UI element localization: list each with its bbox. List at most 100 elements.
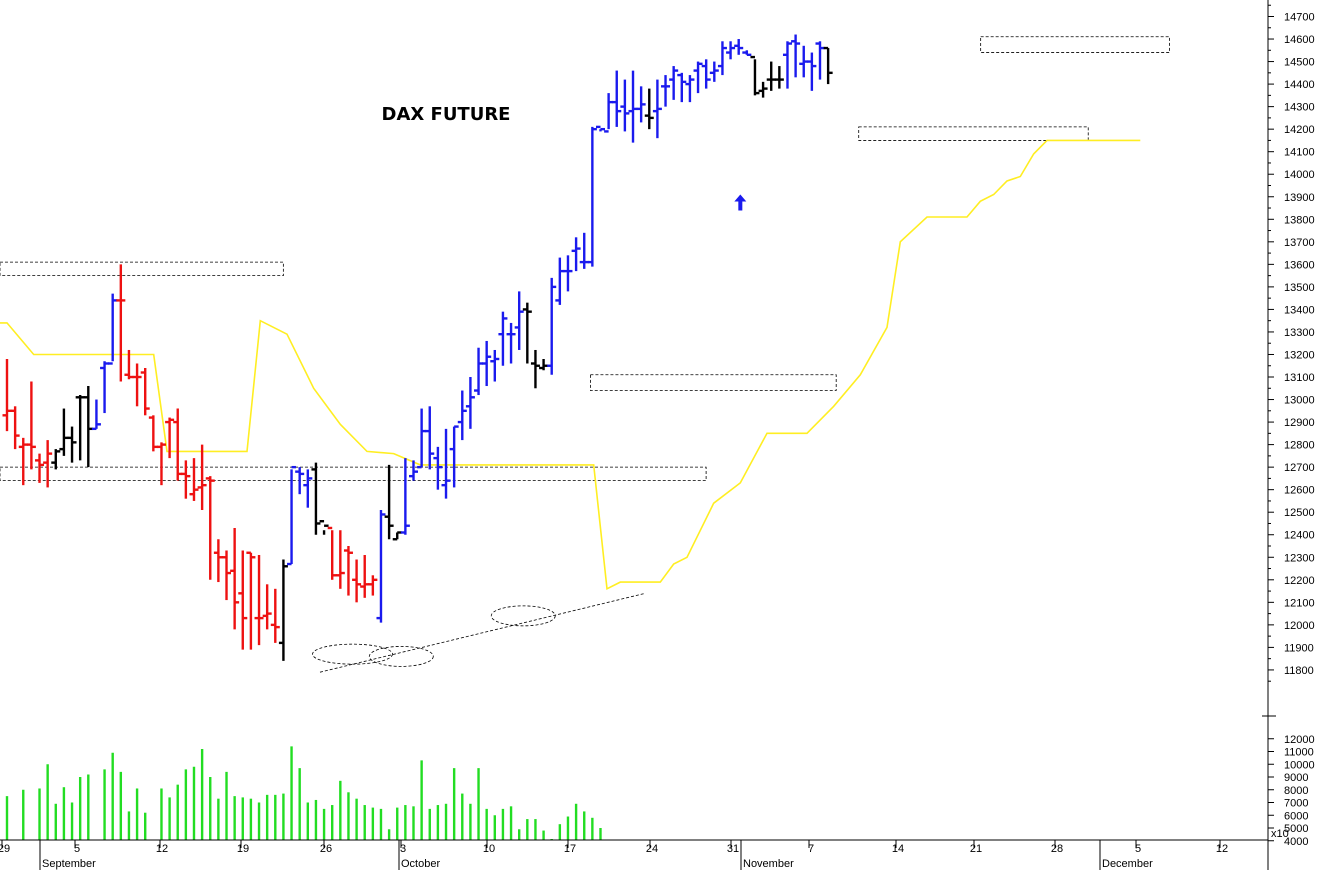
price-tick-label: 14100 <box>1284 147 1315 159</box>
price-tick-label: 13000 <box>1284 395 1315 407</box>
ohlc-bar <box>165 417 175 459</box>
volume-tick-label: 4000 <box>1284 836 1308 848</box>
ohlc-bar <box>10 406 20 450</box>
stop-line <box>0 139 1141 591</box>
ohlc-bar <box>368 575 378 596</box>
ohlc-bar <box>644 88 654 130</box>
ohlc-bar <box>791 34 801 78</box>
price-tick-label: 14400 <box>1284 79 1315 91</box>
ohlc-bar <box>230 527 240 630</box>
ohlc-bar <box>205 476 215 580</box>
ohlc-bar <box>35 453 45 483</box>
ohlc-bar <box>26 381 36 470</box>
price-tick-label: 12800 <box>1284 440 1315 452</box>
ohlc-bar <box>530 349 540 389</box>
ohlc-bar <box>620 79 630 132</box>
price-tick-label: 14700 <box>1284 12 1315 24</box>
ohlc-bar <box>295 467 305 495</box>
ohlc-bar <box>352 559 362 603</box>
day-tick-label: 26 <box>320 843 332 855</box>
day-tick-label: 28 <box>1051 843 1063 855</box>
zone-boxes <box>0 36 1170 482</box>
ohlc-bar <box>693 61 703 94</box>
day-tick-label: 17 <box>564 843 576 855</box>
ohlc-bar <box>246 551 256 650</box>
ohlc-bar <box>652 79 662 139</box>
ohlc-bar <box>425 406 435 470</box>
price-tick-label: 12200 <box>1284 575 1315 587</box>
price-axis: 11800 11900 12000 12100 12200 12300 12400 12500… <box>1268 4 1315 682</box>
price-tick-label: 13400 <box>1284 304 1315 316</box>
day-tick-label: 3 <box>400 843 406 855</box>
price-tick-label: 13300 <box>1284 327 1315 339</box>
price-tick-label: 13200 <box>1284 349 1315 361</box>
zone-box <box>0 261 284 277</box>
ohlc-bar <box>677 72 687 103</box>
ohlc-bar <box>222 550 232 601</box>
ohlc-bar <box>303 469 313 508</box>
ohlc-bar <box>287 465 297 566</box>
ohlc-bar <box>612 70 622 127</box>
ohlc-bar <box>742 50 752 57</box>
day-tick-label: 7 <box>808 843 814 855</box>
price-tick-label: 13600 <box>1284 259 1315 271</box>
ohlc-bar <box>506 322 516 364</box>
volume-tick-label: 9000 <box>1284 772 1308 784</box>
price-tick-label: 12900 <box>1284 417 1315 429</box>
price-tick-label: 12400 <box>1284 530 1315 542</box>
day-tick-label: 31 <box>727 843 739 855</box>
volume-multiplier-label: x10 <box>1271 828 1289 840</box>
price-tick-label: 11900 <box>1284 642 1314 654</box>
ohlc-bar <box>335 530 345 589</box>
ohlc-bar <box>181 460 191 499</box>
ohlc-bar <box>343 546 353 596</box>
price-tick-label: 14000 <box>1284 169 1315 181</box>
ohlc-bar <box>376 509 386 623</box>
ohlc-bar <box>726 41 736 60</box>
price-tick-label: 12000 <box>1284 620 1315 632</box>
price-tick-label: 13800 <box>1284 214 1315 226</box>
ohlc-bar <box>774 66 784 89</box>
ohlc-bar <box>709 61 719 82</box>
ohlc-bar <box>482 340 492 387</box>
annotations <box>312 194 747 673</box>
ohlc-bar <box>311 462 321 535</box>
ohlc-bar <box>807 52 817 91</box>
month-label: December <box>1102 858 1153 870</box>
ohlc-bar <box>717 41 727 76</box>
volume-tick-label: 5000 <box>1284 823 1308 835</box>
ohlc-bar <box>734 39 744 55</box>
price-bars <box>2 34 833 661</box>
price-tick-label: 12300 <box>1284 552 1315 564</box>
day-tick-label: 10 <box>483 843 495 855</box>
price-tick-label: 14300 <box>1284 102 1315 114</box>
ohlc-bar <box>563 255 573 292</box>
ohlc-bar <box>409 460 418 481</box>
day-tick-label: 5 <box>1135 843 1141 855</box>
ohlc-bar <box>522 302 532 364</box>
day-tick-label: 19 <box>237 843 249 855</box>
ohlc-bar <box>156 442 166 486</box>
price-tick-label: 13500 <box>1284 282 1315 294</box>
ohlc-bar <box>750 55 760 96</box>
ohlc-bar <box>823 46 833 85</box>
month-label: September <box>42 858 96 870</box>
ohlc-bar <box>270 588 280 643</box>
day-tick-label: 29 <box>0 843 10 855</box>
ohlc-bar <box>595 125 605 132</box>
ohlc-bar <box>433 446 443 490</box>
day-tick-label: 5 <box>74 843 80 855</box>
day-tick-label: 12 <box>1216 843 1228 855</box>
price-tick-label: 12100 <box>1284 597 1315 609</box>
ohlc-bar <box>116 264 126 382</box>
ohlc-bar <box>254 555 264 646</box>
price-tick-label: 13900 <box>1284 192 1315 204</box>
ohlc-bar <box>262 584 272 630</box>
ohlc-bar <box>457 390 467 441</box>
buy-arrow-icon <box>734 194 747 211</box>
price-tick-label: 14500 <box>1284 57 1315 69</box>
ohlc-bar <box>238 550 248 650</box>
zone-box <box>980 36 1170 53</box>
price-tick-label: 12500 <box>1284 507 1315 519</box>
